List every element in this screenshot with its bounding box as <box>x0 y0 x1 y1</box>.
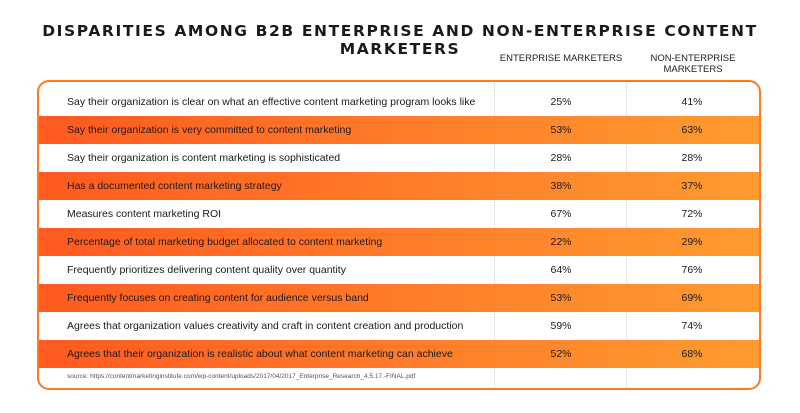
row-label: Agrees that their organization is realis… <box>67 340 497 368</box>
column-header-non-enterprise: NON-ENTERPRISE MARKETERS <box>650 53 736 75</box>
enterprise-value: 28% <box>550 152 572 164</box>
comparison-table: Say their organization is clear on what … <box>37 80 761 390</box>
row-label: Agrees that organization values creativi… <box>67 312 497 340</box>
enterprise-value: 25% <box>550 96 572 108</box>
table-row: Measures content marketing ROI 67% 72% <box>39 200 759 228</box>
enterprise-value: 22% <box>550 236 572 248</box>
enterprise-value: 52% <box>550 348 572 360</box>
row-label-text: Say their organization is clear on what … <box>67 96 476 108</box>
row-label: Measures content marketing ROI <box>67 200 497 228</box>
table-row: Agrees that organization values creativi… <box>39 312 759 340</box>
table-row: Percentage of total marketing budget all… <box>39 228 759 256</box>
row-label-text: Agrees that organization values creativi… <box>67 320 464 332</box>
non-enterprise-value: 69% <box>681 292 703 304</box>
non-enterprise-value: 28% <box>681 152 703 164</box>
row-label-text: Agrees that their organization is realis… <box>67 348 453 360</box>
row-label: Frequently focuses on creating content f… <box>67 284 497 312</box>
row-label-text: Say their organization is content market… <box>67 152 341 164</box>
non-enterprise-value: 68% <box>681 348 703 360</box>
non-enterprise-value: 74% <box>681 320 703 332</box>
row-label: Has a documented content marketing strat… <box>67 172 497 200</box>
enterprise-value: 59% <box>550 320 572 332</box>
row-label: Say their organization is content market… <box>67 144 497 172</box>
enterprise-value: 53% <box>550 124 572 136</box>
row-label-text: Has a documented content marketing strat… <box>67 180 282 192</box>
row-label-text: Percentage of total marketing budget all… <box>67 236 383 248</box>
row-label-text: Measures content marketing ROI <box>67 208 222 220</box>
table-row: Frequently prioritizes delivering conten… <box>39 256 759 284</box>
table-row: Frequently focuses on creating content f… <box>39 284 759 312</box>
non-enterprise-value: 63% <box>681 124 703 136</box>
row-label: Percentage of total marketing budget all… <box>67 228 497 256</box>
non-enterprise-value: 37% <box>681 180 703 192</box>
non-enterprise-value: 29% <box>681 236 703 248</box>
chart-title: DISPARITIES AMONG B2B ENTERPRISE AND NON… <box>42 22 758 58</box>
row-label: Say their organization is clear on what … <box>67 88 497 116</box>
table-row: Say their organization is content market… <box>39 144 759 172</box>
enterprise-value: 67% <box>550 208 572 220</box>
column-header-enterprise: ENTERPRISE MARKETERS <box>499 53 623 64</box>
enterprise-value: 53% <box>550 292 572 304</box>
row-label-text: Say their organization is very committed… <box>67 124 352 136</box>
source-note: source: https://contentmarketinginstitut… <box>67 373 416 380</box>
non-enterprise-value: 41% <box>681 96 703 108</box>
enterprise-value: 64% <box>550 264 572 276</box>
row-label-text: Frequently focuses on creating content f… <box>67 292 369 304</box>
row-label: Say their organization is very committed… <box>67 116 497 144</box>
table-row: Has a documented content marketing strat… <box>39 172 759 200</box>
table-row: Say their organization is clear on what … <box>39 88 759 116</box>
non-enterprise-value: 76% <box>681 264 703 276</box>
non-enterprise-value: 72% <box>681 208 703 220</box>
row-label: Frequently prioritizes delivering conten… <box>67 256 497 284</box>
table-row: Agrees that their organization is realis… <box>39 340 759 368</box>
enterprise-value: 38% <box>550 180 572 192</box>
row-label-text: Frequently prioritizes delivering conten… <box>67 264 346 276</box>
table-row: Say their organization is very committed… <box>39 116 759 144</box>
